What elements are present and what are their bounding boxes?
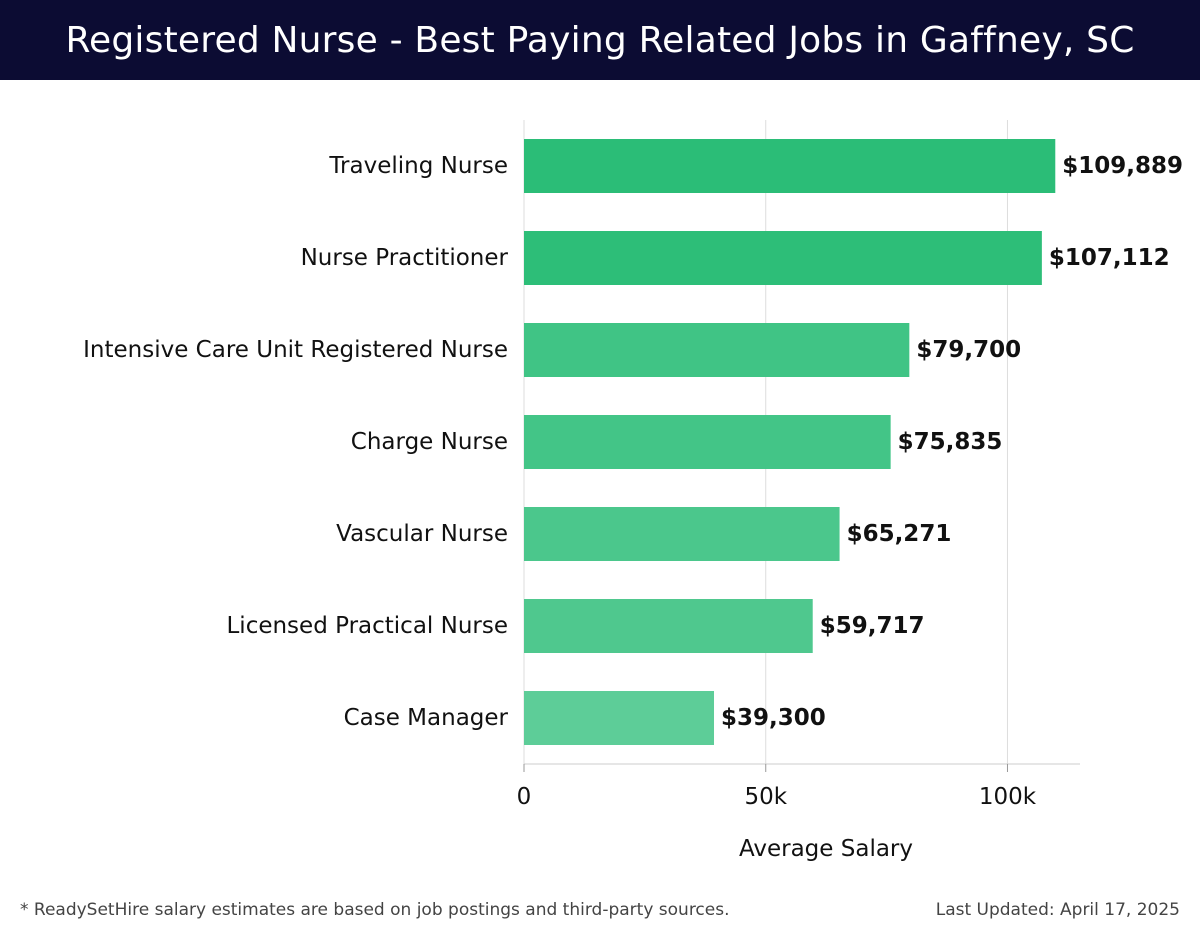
category-label-1: Traveling Nurse (328, 153, 508, 179)
value-label-3: $79,700 (916, 337, 1021, 363)
x-tick-label-2: 100k (979, 784, 1037, 810)
value-label-5: $65,271 (847, 521, 952, 547)
category-label-2: Nurse Practitioner (301, 245, 509, 271)
bar-3 (524, 323, 910, 377)
x-tick-label-1: 50k (744, 784, 787, 810)
x-axis-title: Average Salary (739, 836, 913, 862)
bar-5 (524, 507, 840, 561)
value-label-1: $109,889 (1062, 153, 1183, 179)
bar-4 (524, 415, 891, 469)
value-label-6: $59,717 (820, 613, 925, 639)
bar-2 (524, 231, 1042, 285)
value-label-7: $39,300 (721, 705, 826, 731)
salary-bar-chart: Traveling Nurse $109,889 Nurse Practitione… (83, 120, 1183, 862)
x-tick-label-0: 0 (517, 784, 532, 810)
chart-title: Registered Nurse - Best Paying Related J… (65, 19, 1135, 61)
category-label-6: Licensed Practical Nurse (226, 613, 508, 639)
bar-6 (524, 599, 813, 653)
footer-note: * ReadySetHire salary estimates are base… (20, 900, 730, 920)
category-label-4: Charge Nurse (351, 429, 508, 455)
last-updated: Last Updated: April 17, 2025 (935, 900, 1180, 920)
bar-1 (524, 139, 1056, 193)
bar-7 (524, 691, 715, 745)
value-label-2: $107,112 (1049, 245, 1170, 271)
category-label-7: Case Manager (344, 705, 509, 731)
category-label-3: Intensive Care Unit Registered Nurse (83, 337, 508, 363)
value-label-4: $75,835 (898, 429, 1003, 455)
chart-header: Registered Nurse - Best Paying Related J… (0, 0, 1200, 80)
category-label-5: Vascular Nurse (336, 521, 508, 547)
